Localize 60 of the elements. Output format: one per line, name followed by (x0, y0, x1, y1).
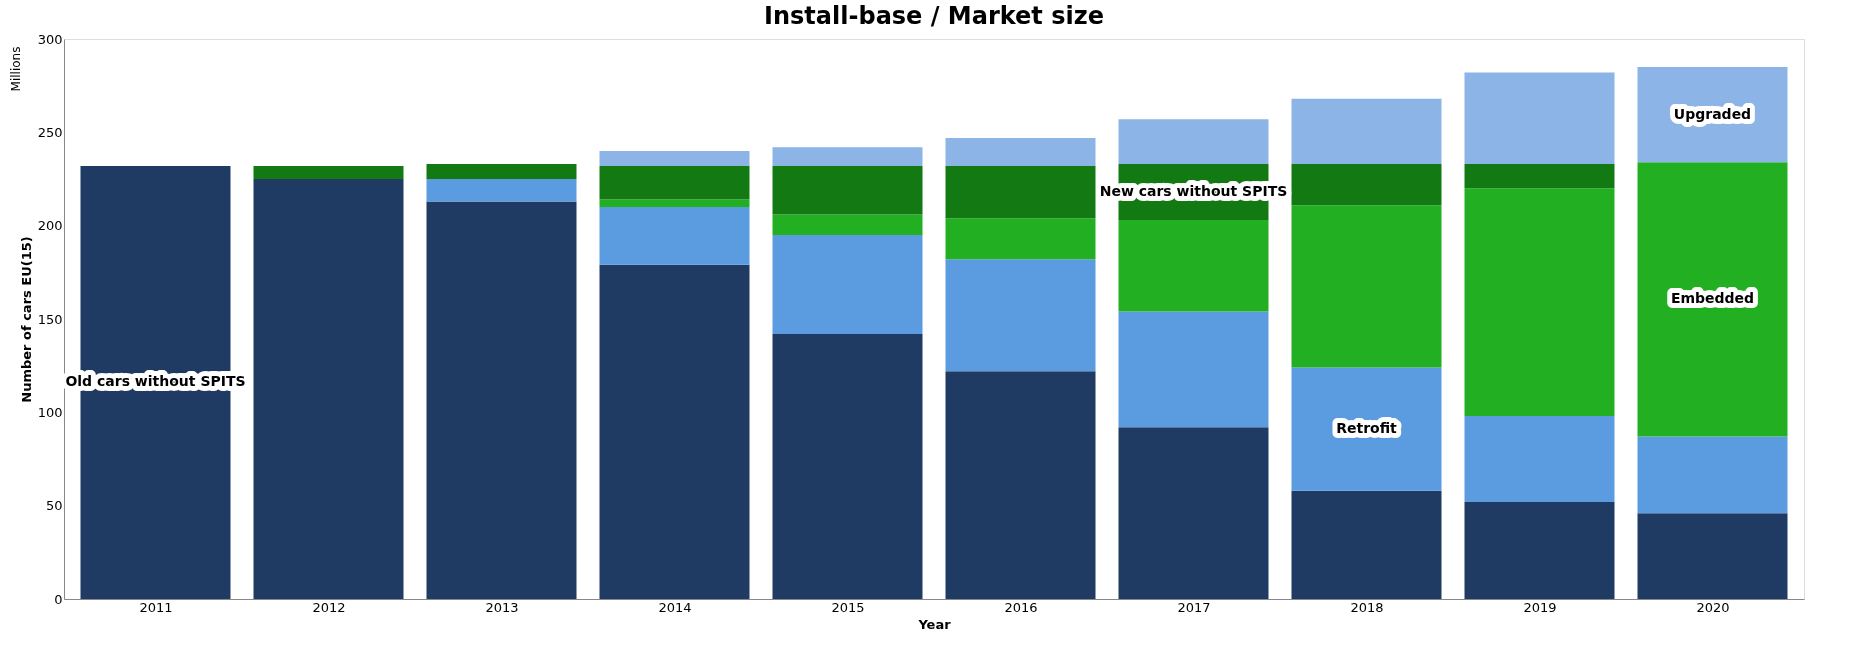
y-axis-title: Number of cars EU(15) (18, 236, 34, 403)
chart-title: Install-base / Market size (764, 2, 1104, 30)
bar (1118, 427, 1269, 599)
bar (772, 235, 923, 334)
bar (1291, 490, 1442, 599)
bar (1291, 164, 1442, 206)
bar (1291, 98, 1442, 165)
x-tick-label: 2013 (485, 599, 519, 615)
bar (1637, 513, 1788, 599)
bar (599, 199, 750, 207)
bar (772, 333, 923, 599)
y-tick-label: 50 (45, 498, 63, 514)
x-tick-label: 2015 (831, 599, 865, 615)
bar (1291, 367, 1442, 491)
x-tick-label: 2016 (1004, 599, 1038, 615)
bar (1464, 416, 1615, 502)
bar (1464, 164, 1615, 189)
y-tick-label: 200 (37, 218, 63, 234)
y-tick-label: 100 (37, 404, 63, 420)
bar (426, 179, 577, 202)
x-tick-label: 2018 (1350, 599, 1384, 615)
y-tick-label: 0 (54, 591, 63, 607)
text: Millions (9, 46, 23, 92)
bar (1637, 436, 1788, 514)
bar (945, 165, 1096, 219)
bar (772, 165, 923, 215)
x-tick-label: 2012 (312, 599, 346, 615)
x-tick-label: 2011 (139, 599, 173, 615)
series-label: Embedded (1670, 290, 1755, 307)
x-tick-label: 2017 (1177, 599, 1211, 615)
series-label: Retrofit (1336, 420, 1398, 437)
bar (1464, 501, 1615, 599)
x-axis-title: Year (917, 616, 952, 632)
bar (1637, 162, 1788, 437)
bar (1464, 72, 1615, 165)
bar (945, 259, 1096, 372)
x-tick-label: 2020 (1696, 599, 1730, 615)
bar (772, 214, 923, 235)
y-tick-label: 150 (37, 311, 63, 327)
bar (599, 151, 750, 166)
bar (1118, 220, 1269, 312)
bar (253, 179, 404, 599)
x-tick-label: 2014 (658, 599, 692, 615)
bar (253, 165, 404, 179)
bar (1464, 188, 1615, 417)
bar (945, 218, 1096, 260)
bar (1291, 205, 1442, 368)
bar (1118, 311, 1269, 428)
bar (772, 147, 923, 166)
bar (945, 137, 1096, 166)
y-tick-label: 250 (37, 124, 63, 140)
bar (599, 165, 750, 200)
bar (426, 164, 577, 179)
bar (599, 264, 750, 599)
bar (945, 371, 1096, 599)
x-tick-label: 2019 (1523, 599, 1557, 615)
bar (599, 207, 750, 265)
bar (426, 201, 577, 599)
bar (1118, 119, 1269, 165)
y-tick-label: 300 (37, 31, 63, 47)
